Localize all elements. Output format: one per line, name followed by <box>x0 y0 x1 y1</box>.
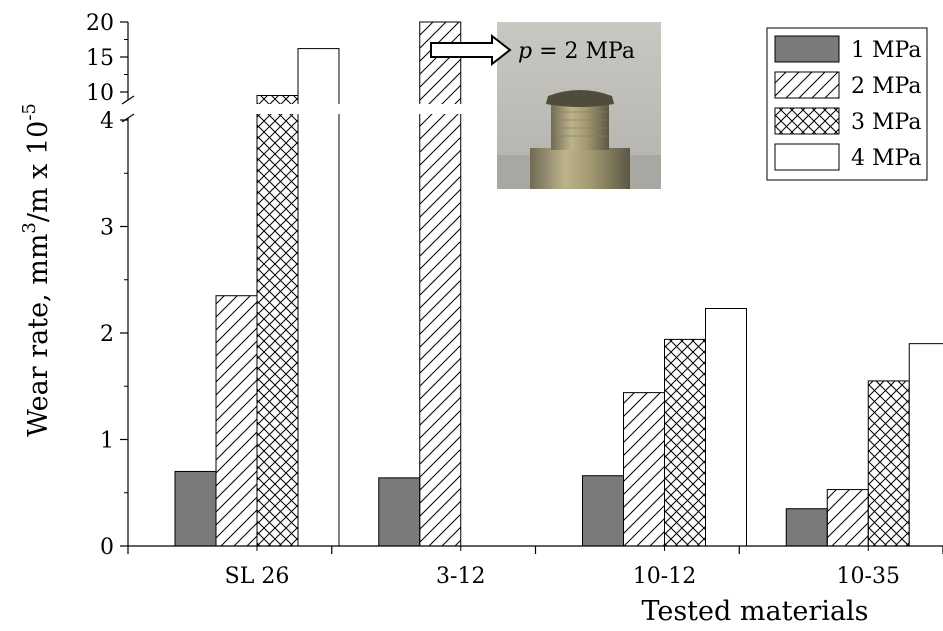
bar-sl-26-3-mpa <box>256 95 299 547</box>
bar-10-12-2-mpa <box>623 392 665 547</box>
bar-3-12-2-mpa <box>419 21 462 547</box>
y-tick-label: 20 <box>86 11 114 36</box>
legend-swatch-2-mpa <box>774 71 840 99</box>
bar-10-35-4-mpa <box>908 343 943 547</box>
y-tick-label: 1 <box>100 429 114 454</box>
legend-label-1-mpa: 1 MPa <box>851 38 921 63</box>
y-tick-label: 2 <box>100 322 114 347</box>
y-axis-title: Wear rate, mm3/m x 10-5 <box>19 103 54 437</box>
x-tick-label: SL 26 <box>225 564 290 589</box>
bar-10-12-1-mpa <box>582 475 624 547</box>
bar-sl-26-1-mpa <box>174 470 217 547</box>
legend-swatch-4-mpa <box>774 143 840 171</box>
x-tick-label: 10-35 <box>837 564 900 589</box>
axes-group: 0 1 2 3 4 10 15 20 SL 26 3-12 10-12 10-35 <box>86 11 943 589</box>
bar-3-12-1-mpa <box>378 477 421 547</box>
axis-break-mark <box>121 95 135 105</box>
y-tick-label: 15 <box>86 46 114 71</box>
bar-10-12-4-mpa <box>705 308 747 547</box>
x-axis-title: Tested materials <box>641 596 868 627</box>
bar-sl-26-2-mpa <box>215 295 258 547</box>
annotation-label: p = 2 MPa <box>518 39 635 64</box>
y-tick-label: 0 <box>100 535 114 560</box>
legend-swatch-1-mpa <box>774 35 840 63</box>
legend-label-3-mpa: 3 MPa <box>851 110 921 135</box>
arrow-right-icon <box>430 33 512 67</box>
y-tick-label: 4 <box>100 109 114 134</box>
x-tick-label: 3-12 <box>436 564 485 589</box>
bar-10-12-3-mpa <box>664 338 706 547</box>
inset-photo <box>497 22 661 189</box>
y-tick-label: 10 <box>86 81 114 106</box>
legend-label-4-mpa: 4 MPa <box>851 146 921 171</box>
legend-label-2-mpa: 2 MPa <box>851 74 921 99</box>
legend: 1 MPa 2 MPa 3 MPa 4 MPa <box>766 27 928 181</box>
bar-10-35-2-mpa <box>826 489 869 547</box>
axis-break-mark <box>121 113 135 123</box>
annotation: p = 2 MPa <box>430 33 635 67</box>
bar-10-35-3-mpa <box>867 380 910 547</box>
y-tick-label: 3 <box>100 216 114 241</box>
legend-swatch-3-mpa <box>774 107 840 135</box>
bar-10-35-1-mpa <box>785 508 828 547</box>
x-tick-label: 10-12 <box>633 564 696 589</box>
bar-sl-26-4-mpa <box>297 48 340 547</box>
